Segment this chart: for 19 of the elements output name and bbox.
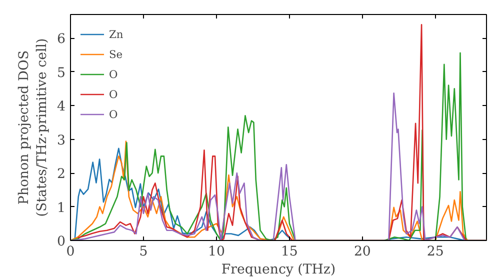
x-tick-label: 20 <box>354 244 371 260</box>
y-tick-label: 4 <box>57 100 66 115</box>
x-tick-label: 10 <box>208 244 225 260</box>
y-tick-label: 1 <box>57 200 66 216</box>
y-tick-label: 2 <box>57 167 66 182</box>
y-tick-label: 6 <box>57 32 66 48</box>
x-tick-label: 25 <box>426 244 444 260</box>
legend-label: Se <box>109 48 124 60</box>
legend-label: Zn <box>109 28 124 40</box>
y-axis-title: Phonon projected DOS (States/THz·primitive cell) <box>17 38 50 217</box>
legend-label: O <box>109 88 119 100</box>
legend-label: O <box>109 68 119 80</box>
y-tick-label: 0 <box>57 234 66 250</box>
y-tick-label: 5 <box>57 66 66 81</box>
x-tick-label: 5 <box>139 244 148 260</box>
x-axis-title: Frequency (THz) <box>221 262 336 278</box>
y-tick-label: 3 <box>57 133 66 148</box>
x-tick-label: 15 <box>280 244 298 260</box>
legend-label: O <box>109 108 119 120</box>
